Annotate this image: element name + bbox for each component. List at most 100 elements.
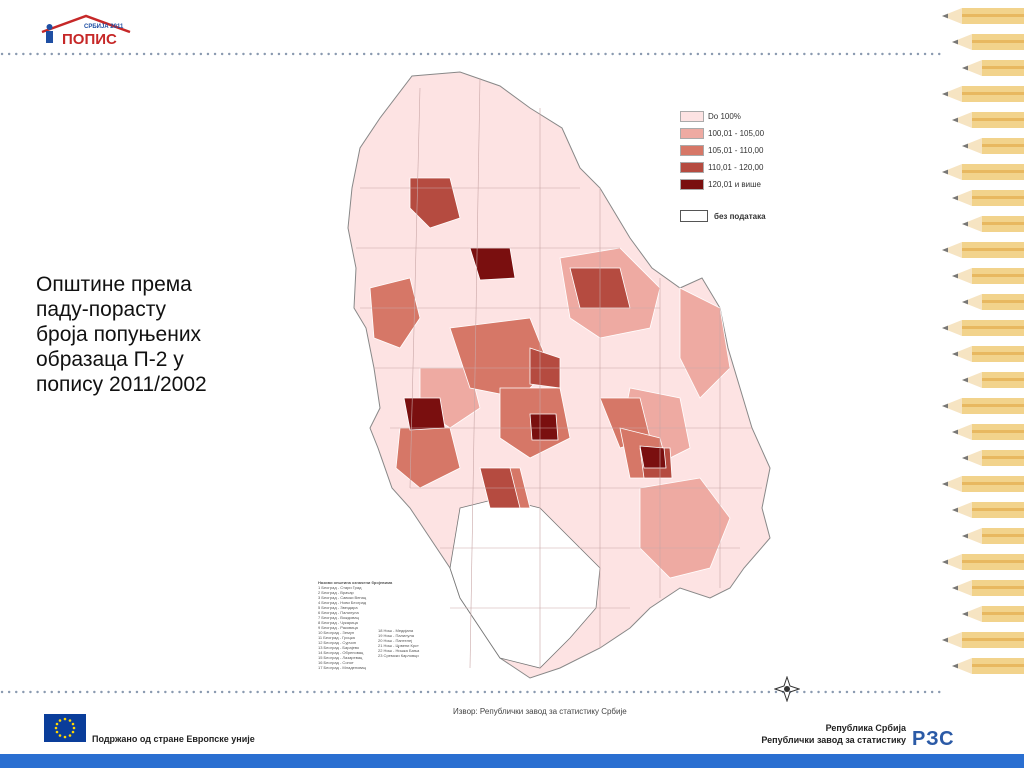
legend-swatch — [680, 145, 704, 156]
pencil-icon — [942, 242, 1024, 258]
rzs-line-2: Републички завод за статистику — [761, 735, 906, 745]
list-item: 5 Београд - Звездара — [318, 605, 358, 610]
title-line-1: Општине према — [36, 273, 192, 296]
pencil-icon — [942, 86, 1024, 102]
region-shade-3 — [369, 277, 421, 349]
top-dotted-line — [0, 52, 1024, 56]
pencil-icon — [952, 190, 1024, 206]
pencil-icon — [962, 60, 1024, 76]
legend-label: 100,01 - 105,00 — [708, 129, 765, 138]
title-line-2: паду-порасту — [36, 298, 167, 321]
logo-year: СРБИЈА 2011 — [84, 24, 124, 30]
legend-item-2: 100,01 - 105,00 — [680, 125, 790, 142]
list-item: 4 Београд - Нови Београд — [318, 600, 367, 605]
pencil-icon — [962, 294, 1024, 310]
list-item: 8 Београд - Чукарица — [318, 620, 358, 625]
serbia-choropleth-map — [300, 68, 780, 688]
municipality-number-list-2: 18 Ниш - Медијана 19 Ниш - Палилула 20 Н… — [378, 628, 438, 658]
legend-swatch-no-data — [680, 210, 708, 222]
region-shade-2 — [679, 287, 731, 399]
legend-no-data: без података — [680, 210, 766, 222]
list-item: 15 Београд - Лазаревац — [318, 655, 363, 660]
pencil-icon — [942, 320, 1024, 336]
list-item: 6 Београд - Палилула — [318, 610, 359, 615]
list-item: 11 Београд - Гроцка — [318, 635, 355, 640]
pencil-icon — [952, 268, 1024, 284]
list-item: 1 Београд - Стари Град — [318, 585, 362, 590]
pencil-icon — [942, 476, 1024, 492]
legend-item-5: 120,01 и више — [680, 176, 790, 193]
pencil-icon — [942, 164, 1024, 180]
legend-label: Do 100% — [708, 112, 741, 121]
title-line-3: броја попуњених — [36, 323, 202, 346]
region-shade-5 — [529, 413, 559, 441]
pencil-icon — [942, 398, 1024, 414]
logo-word: ПОПИС — [62, 31, 117, 48]
legend-item-3: 105,01 - 110,00 — [680, 142, 790, 159]
legend-swatch — [680, 162, 704, 173]
list-item: 2 Београд - Врачар — [318, 590, 354, 595]
pencil-icon — [962, 138, 1024, 154]
list-item: 7 Београд - Вождовац — [318, 615, 359, 620]
legend-item-4: 110,01 - 120,00 — [680, 159, 790, 176]
pencil-icon — [942, 632, 1024, 648]
legend-item-1: Do 100% — [680, 108, 790, 125]
rzs-line-1: Република Србија — [825, 723, 906, 733]
list-item: 20 Ниш - Пантелеј — [378, 638, 413, 643]
title-line-4: образаца П-2 у — [36, 348, 184, 371]
eu-support-text: Подржано од стране Европске уније — [92, 734, 255, 744]
list-title: Називи општина означени бројевима — [318, 580, 393, 585]
list-item: 19 Ниш - Палилула — [378, 633, 414, 638]
municipality-number-list: Називи општина означени бројевима 1 Беог… — [318, 580, 428, 670]
source-note: Извор: Републички завод за статистику Ср… — [453, 707, 627, 716]
popis-logo: СРБИЈА 2011 ПОПИС — [40, 14, 132, 48]
region-shade-5 — [639, 445, 667, 469]
pencil-icon — [962, 528, 1024, 544]
list-item: 9 Београд - Раковица — [318, 625, 358, 630]
pencil-icon — [952, 658, 1024, 674]
legend-no-data-label: без података — [714, 211, 766, 221]
pencils-decoration — [924, 0, 1024, 700]
list-item: 10 Београд - Земун — [318, 630, 355, 635]
legend-swatch — [680, 128, 704, 139]
list-item: 21 Ниш - Црвени Крст — [378, 643, 419, 648]
legend-swatch — [680, 179, 704, 190]
legend-label: 120,01 и више — [708, 180, 761, 189]
list-item: 12 Београд - Сурчин — [318, 640, 356, 645]
compass-icon — [773, 675, 801, 703]
region-shade-5 — [403, 397, 446, 431]
pencil-icon — [952, 424, 1024, 440]
map-legend: Do 100% 100,01 - 105,00 105,01 - 110,00 … — [680, 108, 790, 193]
list-item: 17 Београд - Младеновац — [318, 665, 366, 670]
pencil-icon — [952, 346, 1024, 362]
pencil-icon — [942, 8, 1024, 24]
rzs-logo-text: РЗС — [912, 728, 955, 750]
list-item: 23 Сремски Карловци — [378, 653, 419, 658]
pencil-icon — [962, 450, 1024, 466]
pencil-icon — [952, 580, 1024, 596]
slide-title: Општине према паду-порасту броја попуњен… — [36, 272, 266, 397]
rzs-logo: РЗС — [912, 728, 955, 751]
bottom-dotted-line — [0, 690, 1024, 694]
region-shade-4 — [409, 177, 461, 229]
list-item: 18 Ниш - Медијана — [378, 628, 414, 633]
list-item: 16 Београд - Сопот — [318, 660, 354, 665]
pencil-icon — [962, 372, 1024, 388]
pencil-icon — [962, 216, 1024, 232]
list-item: 14 Београд - Обреновац — [318, 650, 364, 655]
pencil-icon — [952, 502, 1024, 518]
rzs-name: Република Србија Републички завод за ста… — [761, 722, 906, 746]
legend-swatch — [680, 111, 704, 122]
list-item: 22 Ниш - Нишка Бања — [378, 648, 420, 653]
list-item: 3 Београд - Савски Венац — [318, 595, 367, 600]
legend-label: 110,01 - 120,00 — [708, 163, 764, 172]
legend-label: 105,01 - 110,00 — [708, 146, 764, 155]
municipality-borders — [356, 77, 762, 669]
pencil-icon — [942, 554, 1024, 570]
eu-flag-icon — [44, 714, 86, 742]
pencil-icon — [952, 112, 1024, 128]
pencil-icon — [962, 606, 1024, 622]
bottom-bar — [0, 754, 1024, 768]
title-line-5: попису 2011/2002 — [36, 373, 207, 396]
list-item: 13 Београд - Барајево — [318, 645, 360, 650]
